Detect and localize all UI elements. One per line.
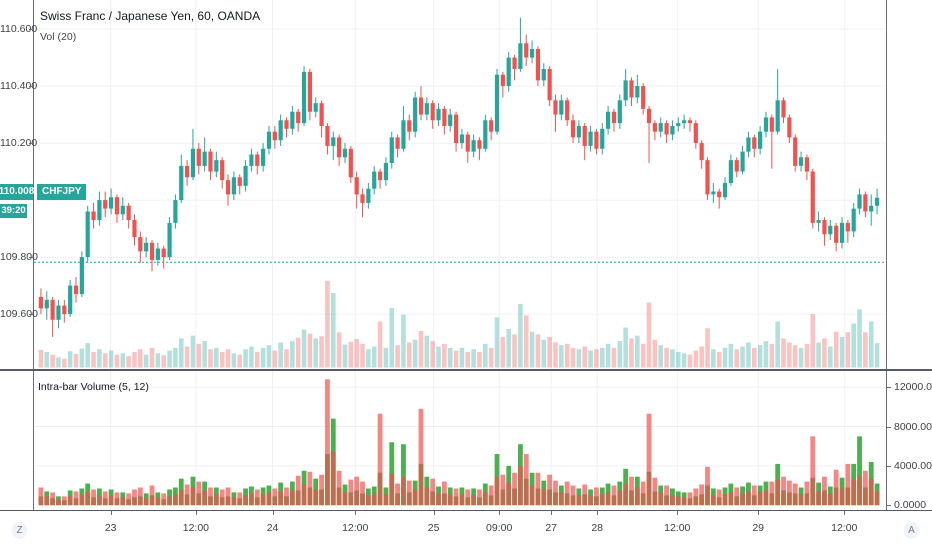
time-axis-tick [196,511,197,515]
time-axis-tick [758,511,759,515]
pane-divider [0,369,932,371]
time-axis[interactable]: 23 12:00 24 12:00 25 09:00 27 28 12:00 29 12:00 [0,511,932,550]
indicator-axis-tick [887,387,891,388]
time-axis-line [0,510,932,511]
legend-volume-overlay[interactable]: Vol (20) [40,31,77,43]
bottom-left-button[interactable]: Z [12,522,27,539]
legend-intrabar-volume[interactable]: Intra-bar Volume (5, 12) [38,381,149,393]
indicator-axis-label: 0.0000 [894,499,927,512]
right-axis-line [886,0,887,511]
time-axis-tick [355,511,356,515]
indicator-axis-tick [887,466,891,467]
indicator-axis-label: 4000.0000 [894,459,932,472]
price-axis-tick [29,86,33,87]
left-axis-line [33,0,34,511]
time-axis-tick [499,511,500,515]
grid-lines [34,0,886,369]
time-axis-label: 12:00 [664,522,691,534]
time-axis-label: 09:00 [486,522,513,534]
time-axis-label: 25 [427,522,440,534]
time-axis-label: 29 [752,522,765,534]
last-price-label: 110.008 [0,183,34,200]
time-axis-label: 27 [545,522,557,534]
main-chart-canvas[interactable] [34,0,886,369]
price-axis-label: 110.200 [0,137,38,150]
time-axis-tick [273,511,274,515]
price-axis-label: 109.600 [0,308,38,321]
bottom-right-button[interactable]: A [904,522,919,539]
time-axis-tick [844,511,845,515]
price-axis-tick [29,314,33,315]
time-axis-tick [434,511,435,515]
time-axis-label: 12:00 [342,522,369,534]
time-axis-label: 12:00 [182,522,210,534]
time-axis-label: 24 [266,522,279,534]
time-axis-tick [111,511,112,515]
intrabar-down-series[interactable] [38,379,880,506]
indicator-axis-tick [887,427,891,428]
price-axis-label: 109.800 [0,251,38,264]
time-axis-tick [597,511,598,515]
time-axis-label: 12:00 [831,522,858,534]
time-axis-label: 23 [104,522,117,534]
price-axis-tick [29,29,33,30]
volume-overlay-series[interactable] [38,280,880,368]
price-axis-label: 110.400 [0,80,38,93]
time-axis-label: 28 [591,522,604,534]
price-axis-label: 110.600 [0,23,38,36]
time-axis-tick [677,511,678,515]
indicator-value-axis[interactable]: 12000.0000 8000.0000 4000.0000 0.0000 [887,371,932,512]
indicator-axis-label: 12000.0000 [894,381,932,394]
price-axis-tick [29,143,33,144]
bar-countdown-label: 39:20 [0,203,27,218]
candlestick-series[interactable] [38,17,880,337]
symbol-flag-label: CHFJPY [37,183,87,200]
indicator-axis-label: 8000.0000 [894,420,932,433]
price-axis-tick [29,257,33,258]
time-axis-tick [551,511,552,515]
indicator-axis-tick [887,505,891,506]
indicator-chart-canvas[interactable] [34,371,886,510]
legend-symbol-title[interactable]: Swiss Franc / Japanese Yen, 60, OANDA [40,9,261,23]
price-axis[interactable]: 110.600 110.400 110.200 109.800 109.600 [0,0,38,510]
